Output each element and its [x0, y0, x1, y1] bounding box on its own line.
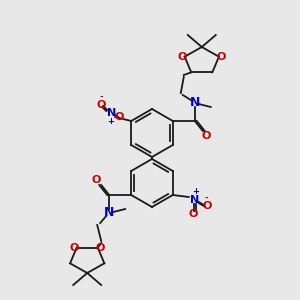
Text: O: O: [188, 209, 197, 219]
Text: +: +: [107, 116, 114, 125]
Text: N: N: [106, 108, 116, 118]
Text: N: N: [190, 195, 200, 205]
Text: O: O: [95, 243, 104, 253]
Text: O: O: [70, 243, 79, 253]
Text: O: O: [201, 131, 211, 141]
Text: O: O: [92, 175, 101, 185]
Text: O: O: [216, 52, 226, 62]
Text: O: O: [202, 201, 212, 211]
Text: -: -: [99, 92, 103, 101]
Text: N: N: [190, 97, 200, 110]
Text: O: O: [97, 100, 106, 110]
Text: N: N: [104, 206, 114, 220]
Text: -: -: [205, 194, 208, 202]
Text: +: +: [192, 188, 199, 196]
Text: O: O: [115, 112, 124, 122]
Text: O: O: [178, 52, 188, 62]
